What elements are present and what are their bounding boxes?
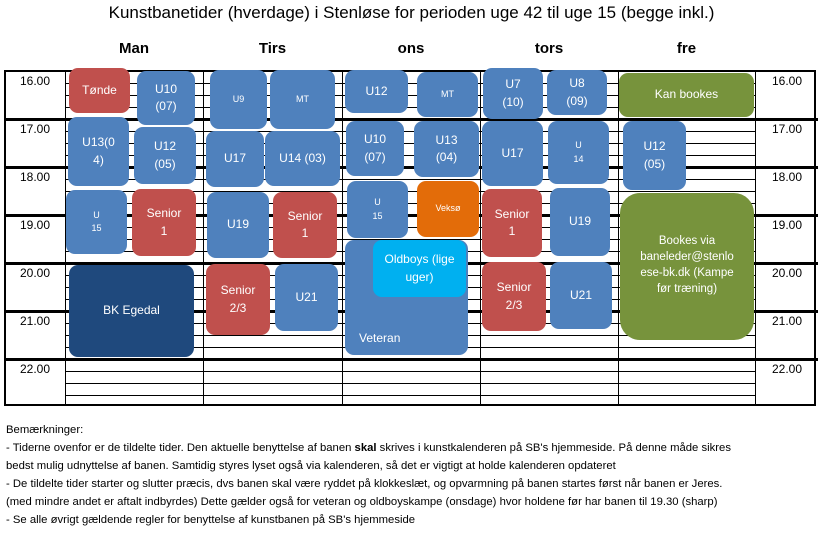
slot-mt: MT bbox=[270, 70, 335, 129]
hour-line bbox=[4, 118, 818, 121]
slot-u10: U10 (07) bbox=[137, 71, 195, 125]
quarter-line bbox=[65, 83, 755, 84]
time-label: 21.00 bbox=[771, 314, 803, 328]
slot-oldboys: Oldboys (lige uger) bbox=[373, 240, 466, 297]
slot-booking-info: Bookes via baneleder@stenlo ese-bk.dk (K… bbox=[620, 193, 754, 340]
schedule-grid bbox=[4, 70, 816, 406]
time-label: 22.00 bbox=[771, 362, 803, 376]
time-label: 17.00 bbox=[19, 122, 51, 136]
column-divider bbox=[203, 71, 204, 406]
time-label: 16.00 bbox=[19, 74, 51, 88]
day-header-tors: tors bbox=[534, 40, 564, 57]
remark-bold: skal bbox=[354, 442, 377, 454]
slot-kan-bookes: Kan bookes bbox=[619, 73, 754, 117]
slot-u19: U19 bbox=[207, 192, 269, 258]
slot-u15: U 15 bbox=[347, 181, 408, 238]
slot-u17: U17 bbox=[206, 131, 264, 187]
time-label: 17.00 bbox=[771, 122, 803, 136]
quarter-line bbox=[65, 131, 755, 132]
column-divider bbox=[342, 71, 343, 406]
quarter-line bbox=[65, 95, 755, 96]
remark-text: - Se alle øvrigt gældende regler for ben… bbox=[6, 514, 416, 526]
remark-text: (med mindre andet er aftalt indbyrdes) D… bbox=[6, 496, 718, 508]
quarter-line bbox=[65, 239, 755, 240]
column-divider bbox=[65, 71, 66, 406]
quarter-line bbox=[65, 383, 755, 384]
slot-u7: U7 (10) bbox=[483, 68, 543, 119]
hour-line bbox=[4, 214, 818, 217]
time-label: 20.00 bbox=[771, 266, 803, 280]
slot-senior-2-3: Senior 2/3 bbox=[482, 262, 546, 331]
quarter-line bbox=[65, 371, 755, 372]
day-header-man: Man bbox=[119, 40, 149, 57]
slot-senior-1: Senior 1 bbox=[273, 192, 337, 258]
time-label: 22.00 bbox=[19, 362, 51, 376]
hour-line bbox=[4, 166, 818, 169]
slot-u21: U21 bbox=[550, 262, 612, 329]
time-label: 16.00 bbox=[771, 74, 803, 88]
column-divider bbox=[618, 71, 619, 406]
time-label: 18.00 bbox=[771, 170, 803, 184]
day-header-tirs: Tirs bbox=[258, 40, 287, 57]
remark-text: - De tildelte tider starter og slutter p… bbox=[6, 478, 723, 490]
slot-u13: U13 (04) bbox=[414, 121, 479, 177]
quarter-line bbox=[65, 227, 755, 228]
quarter-line bbox=[65, 107, 755, 108]
remark-text: bedst mulig udnyttelse af banen. Samtidi… bbox=[6, 460, 616, 472]
slot-u17: U17 bbox=[482, 121, 543, 186]
time-label: 20.00 bbox=[19, 266, 51, 280]
slot-u8: U8 (09) bbox=[547, 70, 607, 115]
time-label: 18.00 bbox=[19, 170, 51, 184]
slot-tonde: Tønde bbox=[69, 68, 130, 113]
quarter-line bbox=[65, 155, 755, 156]
day-header-fre: fre bbox=[676, 40, 697, 57]
remark-text: skrives i kunstkalenderen på SB's hjemme… bbox=[376, 442, 731, 454]
slot-senior-2-3: Senior 2/3 bbox=[206, 264, 270, 335]
slot-u19: U19 bbox=[550, 188, 610, 256]
remarks-heading: Bemærkninger: bbox=[6, 424, 84, 436]
page-title: Kunstbanetider (hverdage) i Stenløse for… bbox=[108, 3, 715, 22]
slot-bk-egedal: BK Egedal bbox=[69, 265, 194, 357]
time-label: 19.00 bbox=[771, 218, 803, 232]
slot-u12: U12 (05) bbox=[134, 127, 196, 184]
slot-u21: U21 bbox=[275, 264, 338, 331]
slot-senior-1: Senior 1 bbox=[482, 189, 542, 257]
slot-u13: U13(0 4) bbox=[68, 117, 129, 186]
slot-senior-1: Senior 1 bbox=[132, 189, 196, 256]
time-label: 19.00 bbox=[19, 218, 51, 232]
slot-u14: U 14 bbox=[548, 121, 609, 184]
quarter-line bbox=[65, 395, 755, 396]
quarter-line bbox=[65, 179, 755, 180]
day-header-ons: ons bbox=[397, 40, 425, 57]
slot-u12: U12 bbox=[345, 70, 408, 113]
quarter-line bbox=[65, 191, 755, 192]
slot-u9: U9 bbox=[210, 70, 267, 129]
slot-mt: MT bbox=[417, 72, 478, 117]
remarks: Bemærkninger: - Tiderne ovenfor er de ti… bbox=[6, 421, 731, 529]
time-label: 21.00 bbox=[19, 314, 51, 328]
remark-text: - Tiderne ovenfor er de tildelte tider. … bbox=[6, 442, 355, 454]
slot-vekso: Veksø bbox=[417, 181, 479, 237]
slot-u10: U10 (07) bbox=[346, 121, 404, 176]
quarter-line bbox=[65, 143, 755, 144]
slot-u14: U14 (03) bbox=[265, 131, 340, 186]
slot-u15: U 15 bbox=[66, 190, 127, 254]
column-divider bbox=[755, 71, 756, 406]
slot-u12: U12 (05) bbox=[623, 121, 686, 190]
hour-line bbox=[4, 358, 818, 361]
column-divider bbox=[480, 71, 481, 406]
quarter-line bbox=[65, 203, 755, 204]
